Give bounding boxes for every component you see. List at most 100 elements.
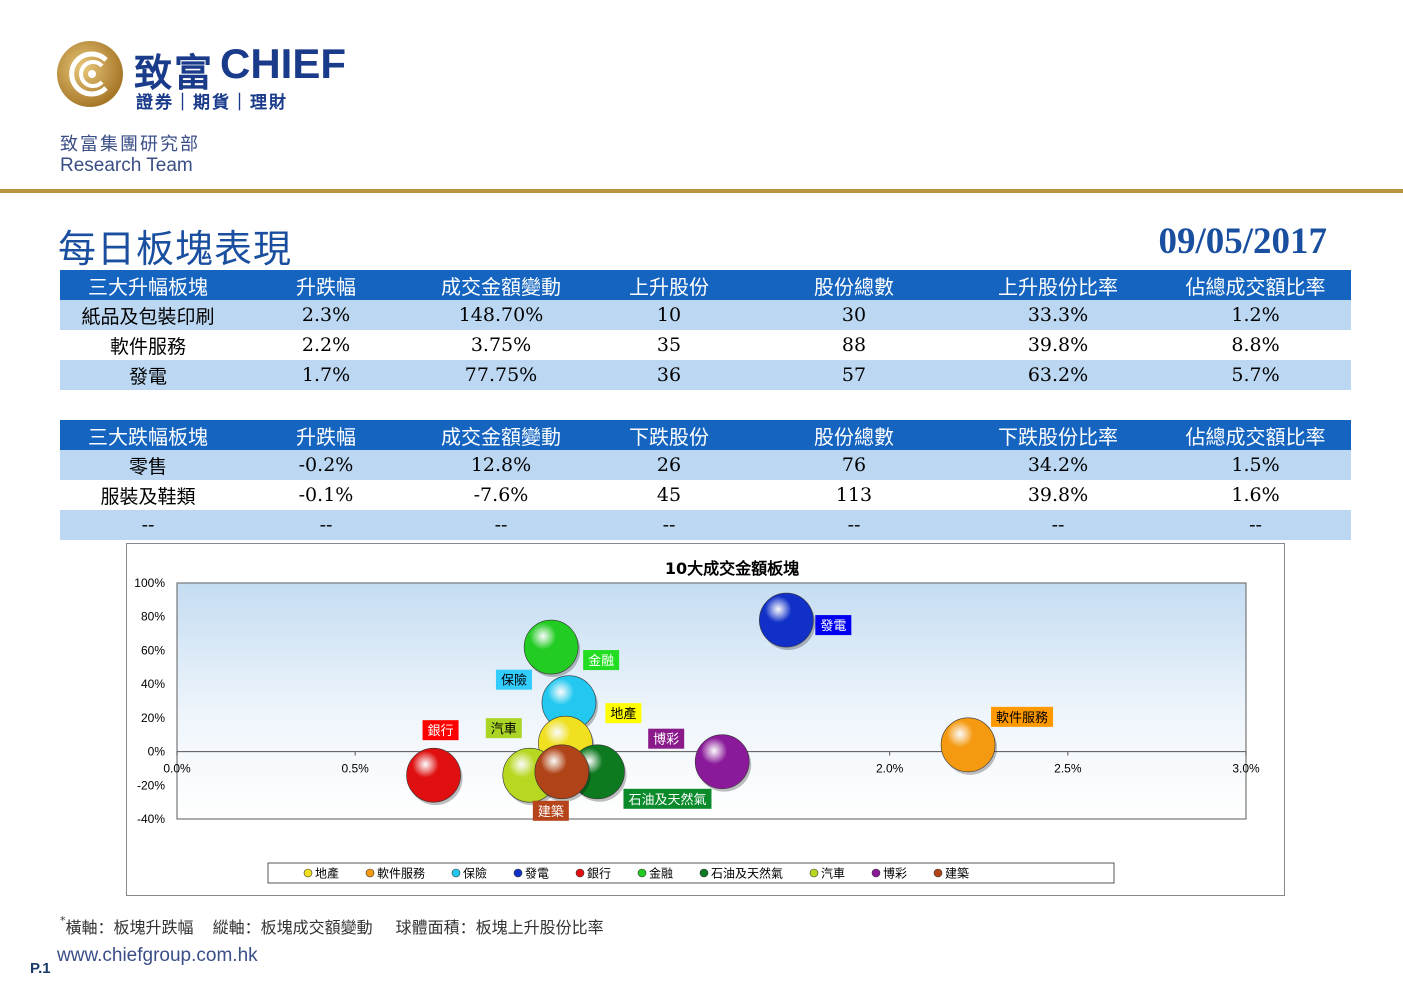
label-background bbox=[815, 615, 852, 636]
sector-name-cell: 零售 bbox=[60, 450, 236, 480]
footnote-marker: * bbox=[60, 914, 66, 927]
label-text: 建築 bbox=[538, 805, 564, 820]
legend-marker bbox=[575, 868, 585, 878]
header-cell: 三大升幅板塊 bbox=[60, 270, 236, 300]
legend-label: 汽車 bbox=[821, 866, 845, 881]
bubble-point bbox=[940, 717, 996, 773]
sector-name-cell: 服裝及鞋類 bbox=[60, 480, 236, 510]
label-background bbox=[605, 703, 642, 724]
label-background bbox=[583, 650, 620, 671]
label-text: 金融 bbox=[588, 653, 614, 669]
legend-label: 建築 bbox=[945, 866, 969, 881]
table-cell: 148.70% bbox=[416, 300, 586, 330]
legend-item: 地產 bbox=[303, 866, 339, 881]
table-cell: -- bbox=[752, 510, 956, 540]
legend-item: 石油及天然氣 bbox=[699, 866, 783, 881]
table-cell: 39.8% bbox=[956, 480, 1160, 510]
table-cell: -7.6% bbox=[416, 480, 586, 510]
department-english: Research Team bbox=[60, 155, 193, 176]
legend-box bbox=[267, 862, 1115, 884]
legend-item: 發電 bbox=[513, 866, 549, 881]
legend-marker bbox=[637, 868, 647, 878]
legend-marker bbox=[809, 868, 819, 878]
sector-name-cell: 軟件服務 bbox=[60, 330, 236, 360]
label-background bbox=[532, 800, 569, 821]
legend-label: 銀行 bbox=[587, 867, 611, 881]
table-cell: -- bbox=[416, 510, 586, 540]
label-text: 發電 bbox=[820, 619, 846, 634]
table-cell: 5.7% bbox=[1160, 360, 1351, 390]
legend-item: 博彩 bbox=[871, 866, 907, 881]
table-cell: -- bbox=[956, 510, 1160, 540]
bubble-data-label: 保險 bbox=[495, 669, 532, 690]
table-cell: 2.2% bbox=[236, 330, 416, 360]
header-cell: 升跌幅 bbox=[236, 270, 416, 300]
header-cell: 三大跌幅板塊 bbox=[60, 420, 236, 450]
footnote-text: 橫軸：板塊升跌幅 縱軸：板塊成交額變動 球體面積：板塊上升股份比率 bbox=[65, 918, 604, 937]
table-header-row: 三大升幅板塊 升跌幅 成交金額變動 上升股份 股份總數 上升股份比率 佔總成交額… bbox=[60, 270, 1351, 300]
table-cell: 33.3% bbox=[956, 300, 1160, 330]
table-cell: 45 bbox=[586, 480, 752, 510]
legend-marker bbox=[513, 868, 523, 878]
header-cell: 升跌幅 bbox=[236, 420, 416, 450]
website-link[interactable]: www.chiefgroup.com.hk bbox=[57, 945, 258, 966]
bubble-data-label: 汽車 bbox=[485, 718, 522, 739]
table-cell: 113 bbox=[752, 480, 956, 510]
header-cell: 上升股份 bbox=[586, 270, 752, 300]
header-cell: 股份總數 bbox=[752, 270, 956, 300]
sector-name-cell: -- bbox=[60, 510, 236, 540]
table-header-row: 三大跌幅板塊 升跌幅 成交金額變動 下跌股份 股份總數 下跌股份比率 佔總成交額… bbox=[60, 420, 1351, 450]
report-date: 09/05/2017 bbox=[1158, 221, 1327, 262]
bubble-data-label: 博彩 bbox=[648, 728, 685, 749]
x-tick-label: 0.5% bbox=[341, 762, 369, 776]
table-cell: 35 bbox=[586, 330, 752, 360]
label-background bbox=[991, 706, 1054, 727]
legend-marker bbox=[451, 868, 461, 878]
chart-title: 10大成交金額板塊 bbox=[665, 559, 799, 578]
label-background bbox=[495, 669, 532, 690]
table-row: 紙品及包裝印刷 2.3% 148.70% 10 30 33.3% 1.2% bbox=[60, 300, 1351, 330]
header-cell: 佔總成交額比率 bbox=[1160, 420, 1351, 450]
table-cell: 88 bbox=[752, 330, 956, 360]
y-tick-label: 40% bbox=[141, 677, 165, 691]
legend-marker bbox=[303, 868, 313, 878]
label-background bbox=[485, 718, 522, 739]
label-text: 保險 bbox=[501, 674, 527, 689]
y-tick-label: 100% bbox=[134, 576, 165, 590]
department-chinese: 致富集團研究部 bbox=[60, 134, 200, 155]
legend-item: 軟件服務 bbox=[365, 866, 425, 881]
y-tick-label: 0% bbox=[148, 745, 166, 759]
legend-label: 石油及天然氣 bbox=[711, 866, 783, 881]
table-cell: 10 bbox=[586, 300, 752, 330]
page-title: 每日板塊表現 bbox=[58, 227, 293, 271]
table-cell: -- bbox=[586, 510, 752, 540]
table-row: 軟件服務 2.2% 3.75% 35 88 39.8% 8.8% bbox=[60, 330, 1351, 360]
bubble-data-label: 發電 bbox=[815, 615, 852, 636]
x-tick-label: 3.0% bbox=[1232, 762, 1260, 776]
legend-marker bbox=[933, 868, 943, 878]
table-cell: 30 bbox=[752, 300, 956, 330]
legend-label: 地產 bbox=[315, 866, 339, 881]
header-cell: 股份總數 bbox=[752, 420, 956, 450]
chief-logo-icon bbox=[57, 41, 123, 107]
legend-item: 建築 bbox=[933, 866, 969, 881]
header-cell: 上升股份比率 bbox=[956, 270, 1160, 300]
table-cell: 1.6% bbox=[1160, 480, 1351, 510]
sector-name-cell: 發電 bbox=[60, 360, 236, 390]
table-cell: 39.8% bbox=[956, 330, 1160, 360]
header-cell: 成交金額變動 bbox=[416, 270, 586, 300]
bubble-point bbox=[759, 592, 814, 648]
header-cell: 成交金額變動 bbox=[416, 420, 586, 450]
top-rising-sectors-table: 三大升幅板塊 升跌幅 成交金額變動 上升股份 股份總數 上升股份比率 佔總成交額… bbox=[60, 270, 1351, 390]
x-tick-label: 2.0% bbox=[876, 762, 904, 776]
label-text: 博彩 bbox=[653, 733, 679, 748]
bubble-point bbox=[523, 619, 579, 675]
label-text: 石油及天然氣 bbox=[628, 792, 706, 808]
legend-marker bbox=[871, 868, 881, 878]
bubble-data-label: 金融 bbox=[583, 650, 620, 671]
table-cell: 1.5% bbox=[1160, 450, 1351, 480]
logo-tagline: 證券｜期貨｜理財 bbox=[136, 93, 288, 113]
table-row: 服裝及鞋類 -0.1% -7.6% 45 113 39.8% 1.6% bbox=[60, 480, 1351, 510]
table-cell: -- bbox=[1160, 510, 1351, 540]
legend-item: 保險 bbox=[451, 866, 487, 881]
